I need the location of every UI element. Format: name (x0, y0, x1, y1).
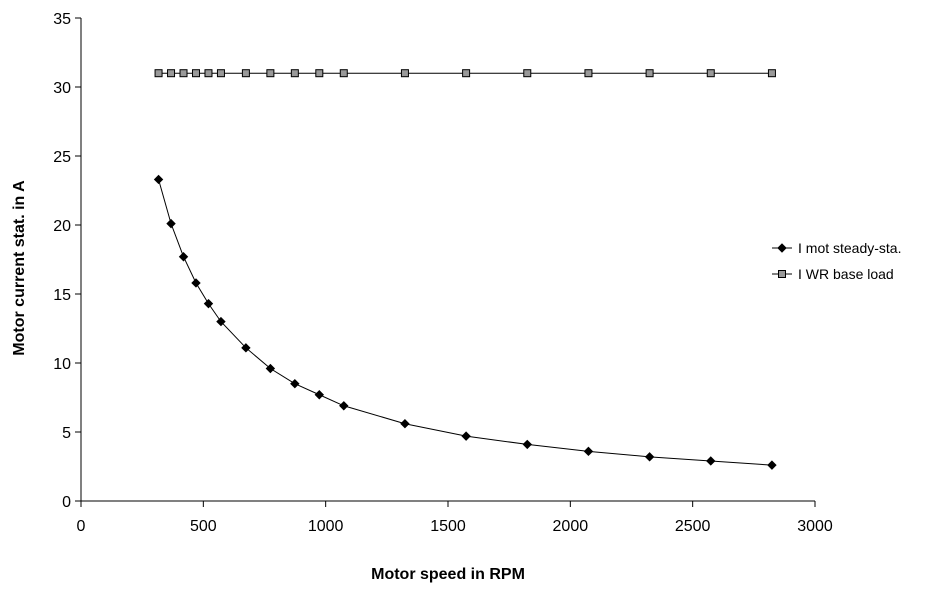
data-point (290, 378, 300, 389)
data-point (178, 252, 189, 262)
x-axis-title: Motor speed in RPM (371, 566, 525, 583)
data-point (584, 69, 593, 78)
legend-marker (777, 243, 787, 253)
x-tick-label: 2000 (553, 518, 589, 535)
y-tick-label: 30 (53, 80, 71, 97)
data-point (400, 69, 409, 78)
y-tick-label: 5 (62, 425, 71, 442)
axes (80, 18, 815, 502)
data-point (204, 69, 213, 78)
series-layer (153, 69, 777, 470)
y-tick-label: 0 (62, 494, 71, 511)
legend-item: I WR base load (772, 266, 894, 282)
data-point (241, 343, 251, 353)
x-ticks: 0 500 1000 1500 2000 2500 3000 (77, 501, 833, 535)
y-axis-title: Motor current stat. in A (11, 180, 28, 356)
data-point (153, 174, 164, 185)
data-point (644, 452, 655, 462)
series-2 (154, 69, 776, 78)
data-point (339, 401, 349, 411)
data-point (216, 69, 225, 78)
data-point (216, 316, 226, 327)
data-point (266, 69, 275, 78)
x-tick-label: 1500 (430, 518, 466, 535)
data-point (167, 69, 176, 78)
y-tick-label: 15 (53, 287, 71, 304)
data-point (767, 69, 776, 78)
y-ticks: 0 5 10 15 20 25 30 35 (53, 11, 81, 511)
y-tick-label: 25 (53, 149, 71, 166)
data-point (523, 69, 532, 78)
data-point (339, 69, 348, 78)
data-point (290, 69, 299, 78)
y-tick-label: 35 (53, 11, 71, 28)
data-point (191, 278, 201, 288)
x-tick-label: 1000 (308, 518, 344, 535)
legend-item: I mot steady-sta. (772, 240, 901, 256)
data-point (583, 446, 594, 457)
data-point (314, 390, 325, 400)
data-point (522, 439, 532, 450)
data-point (706, 69, 715, 78)
legend-label: I mot steady-sta. (798, 240, 901, 256)
legend-label: I WR base load (798, 266, 894, 282)
x-tick-label: 3000 (797, 518, 833, 535)
data-point (462, 69, 471, 78)
legend-marker (778, 270, 786, 278)
data-point (241, 69, 250, 78)
y-tick-label: 20 (53, 218, 71, 235)
data-point (203, 298, 214, 309)
data-point (645, 69, 654, 78)
x-tick-label: 2500 (675, 518, 711, 535)
series-1 (153, 174, 777, 470)
data-point (265, 363, 276, 374)
data-point (461, 431, 471, 441)
data-point (400, 419, 410, 429)
legend: I mot steady-sta. I WR base load (772, 240, 901, 282)
data-point (191, 69, 200, 78)
x-tick-label: 500 (190, 518, 217, 535)
data-point (315, 69, 324, 78)
series-line (158, 179, 772, 466)
y-tick-label: 10 (53, 356, 71, 373)
data-point (179, 69, 188, 78)
data-point (767, 460, 777, 470)
data-point (706, 456, 716, 466)
data-point (154, 69, 163, 78)
data-point (166, 218, 176, 229)
x-tick-label: 0 (77, 518, 86, 535)
